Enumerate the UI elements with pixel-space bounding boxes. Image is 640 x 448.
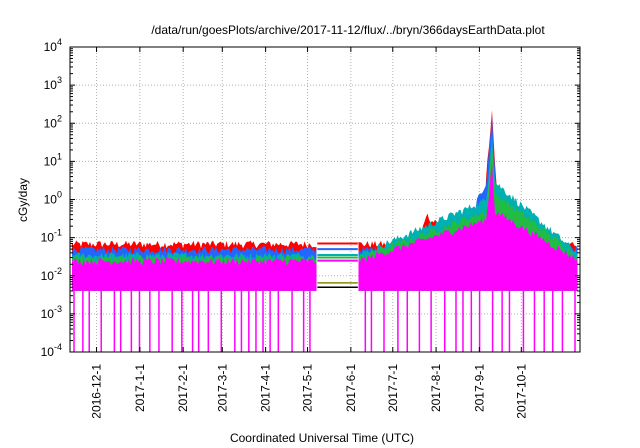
data-layer [72, 110, 578, 352]
y-tick-base: 10 [44, 78, 58, 92]
y-tick-base: 10 [41, 345, 55, 359]
x-tick-label: 2017-6-1 [344, 364, 358, 412]
x-tick-label: 2017-9-1 [472, 364, 486, 412]
x-tick-label: 2017-10-1 [514, 364, 528, 419]
x-tick-label: 2017-8-1 [429, 364, 443, 412]
x-tick-label: 2017-4-1 [259, 364, 273, 412]
y-tick-base: 10 [44, 193, 58, 207]
y-tick-base: 10 [44, 154, 58, 168]
x-tick-label: 2016-12-1 [90, 364, 104, 419]
x-tick-label: 2017-2-1 [176, 364, 190, 412]
y-tick-exponent: 3 [57, 75, 62, 85]
x-axis-label: Coordinated Universal Time (UTC) [230, 431, 414, 445]
plot-area [69, 46, 581, 353]
y-tick-base: 10 [41, 231, 55, 245]
x-axis-ticks: 2016-12-1 2017-1-1 2017-2-1 2017-3-1 2017-4-… [90, 47, 528, 419]
y-tick-base: 10 [41, 269, 55, 283]
y-tick-base: 10 [41, 307, 55, 321]
y-tick-label: 10-2 [41, 266, 62, 283]
y-tick-label: 101 [44, 151, 62, 168]
x-tick-label: 2017-1-1 [133, 364, 147, 412]
y-tick-label: 100 [44, 190, 62, 207]
x-tick-label: 2017-3-1 [215, 364, 229, 412]
y-tick-exponent: -2 [54, 266, 62, 276]
y-tick-label: 104 [44, 37, 62, 54]
y-tick-exponent: 2 [57, 113, 62, 123]
y-tick-exponent: 1 [57, 151, 62, 161]
y-tick-exponent: -4 [54, 342, 62, 352]
x-tick-label: 2017-7-1 [386, 364, 400, 412]
x-tick-label: 2017-5-1 [301, 364, 315, 412]
y-tick-label: 10-3 [41, 304, 62, 321]
y-tick-exponent: -3 [54, 304, 62, 314]
series-band [358, 163, 578, 291]
y-tick-label: 10-4 [41, 342, 62, 359]
y-tick-base: 10 [44, 116, 58, 130]
y-tick-exponent: 0 [57, 190, 62, 200]
y-tick-label: 103 [44, 75, 62, 92]
series-band [72, 257, 317, 291]
y-axis-label: cGy/day [16, 178, 30, 222]
y-tick-base: 10 [44, 40, 58, 54]
y-tick-exponent: 4 [57, 37, 62, 47]
chart-title: /data/run/goesPlots/archive/2017-11-12/f… [151, 23, 545, 37]
y-tick-label: 10-1 [41, 228, 62, 245]
y-tick-label: 102 [44, 113, 62, 130]
y-tick-exponent: -1 [54, 228, 62, 238]
